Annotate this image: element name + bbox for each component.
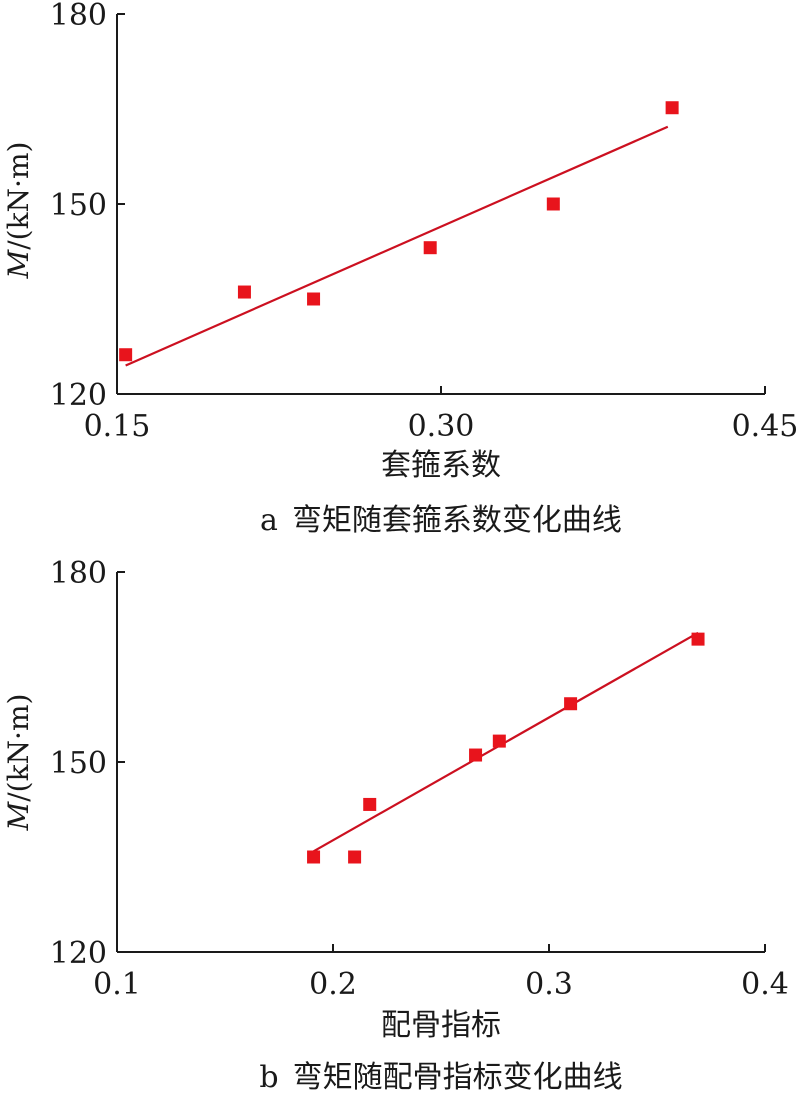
chart-panel-a: 120 150 180 0.15 0.30 0.45 M/(kN·m) 套箍系数 a 弯矩随…: [2, 0, 798, 538]
data-point-b-5: [564, 697, 578, 711]
panel-label-a: a: [260, 503, 278, 538]
y-tick-label-a-2: 180: [50, 0, 107, 33]
y-axis-var-a: M: [2, 248, 35, 279]
y-axis-var-b: M: [2, 800, 35, 831]
x-tick-label-b-1: 0.2: [309, 967, 357, 1002]
y-tick-label-a-1: 150: [50, 188, 107, 223]
y-tick-label-b-2: 180: [50, 556, 107, 591]
data-point-a-4: [546, 197, 560, 211]
x-tick-label-a-0: 0.15: [84, 409, 151, 444]
tick-labels-a: 120 150 180 0.15 0.30 0.45: [50, 0, 799, 444]
data-point-a-0: [119, 348, 133, 362]
y-tick-label-b-1: 150: [50, 746, 107, 781]
x-tick-label-a-1: 0.30: [408, 409, 475, 444]
chart-panel-b: 120 150 180 0.1 0.2 0.3 0.4 M/(kN·m) 配骨指标 b 弯矩随…: [2, 556, 789, 1095]
x-tick-label-b-0: 0.1: [93, 967, 141, 1002]
y-axis-label-a: M/(kN·m): [2, 142, 35, 280]
points-layer-b: [307, 632, 705, 864]
data-point-b-6: [691, 632, 705, 646]
data-point-a-3: [423, 241, 437, 255]
x-tick-label-b-2: 0.3: [525, 967, 573, 1002]
points-layer-a: [119, 101, 679, 362]
y-tick-label-b-0: 120: [50, 936, 107, 971]
axes-a: [116, 13, 766, 395]
tick-labels-b: 120 150 180 0.1 0.2 0.3 0.4: [50, 556, 789, 1002]
y-axis-unit-b: /(kN·m): [2, 694, 35, 802]
caption-text-b: 弯矩随配骨指标变化曲线: [293, 1060, 623, 1095]
y-tick-label-a-0: 120: [50, 378, 107, 413]
caption-b: b 弯矩随配骨指标变化曲线: [259, 1060, 622, 1095]
y-axis-label-b: M/(kN·m): [2, 694, 35, 832]
data-point-b-1: [348, 850, 362, 864]
axes-b: [116, 571, 766, 953]
y-axis-unit-a: /(kN·m): [2, 142, 35, 250]
data-point-b-3: [469, 748, 483, 762]
data-point-b-2: [363, 797, 377, 811]
data-point-a-5: [665, 101, 679, 115]
x-axis-label-a: 套箍系数: [381, 448, 501, 483]
x-tick-label-b-3: 0.4: [741, 967, 789, 1002]
caption-a: a 弯矩随套箍系数变化曲线: [260, 503, 622, 538]
fit-line-layer-a: [125, 125, 669, 367]
data-point-a-1: [237, 285, 251, 299]
data-point-b-4: [492, 734, 506, 748]
caption-text-a: 弯矩随套箍系数变化曲线: [292, 503, 622, 538]
panel-label-b: b: [259, 1060, 278, 1095]
fit-line-a: [125, 125, 669, 367]
data-point-a-2: [307, 292, 321, 306]
x-axis-label-b: 配骨指标: [381, 1008, 501, 1043]
x-tick-label-a-2: 0.45: [732, 409, 799, 444]
data-point-b-0: [307, 850, 321, 864]
